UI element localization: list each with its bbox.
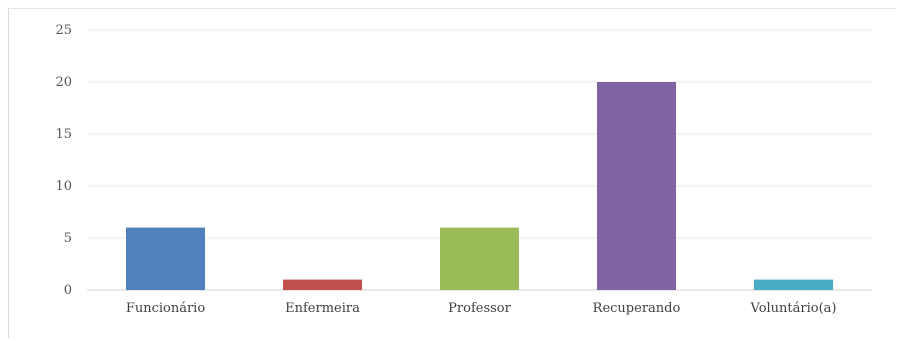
bar — [283, 279, 362, 290]
bar — [126, 227, 205, 290]
y-tick-label: 15 — [55, 127, 72, 142]
x-tick-label: Recuperando — [593, 301, 681, 316]
y-tick-label: 10 — [55, 179, 72, 194]
y-tick-label: 0 — [64, 283, 72, 298]
y-tick-label: 20 — [55, 75, 72, 90]
bar — [597, 82, 676, 290]
x-axis-labels: Funcionário Enfermeira Professor Recuperand… — [126, 301, 837, 316]
x-tick-label: Voluntário(a) — [750, 301, 837, 316]
y-tick-label: 25 — [55, 23, 72, 38]
x-tick-label: Funcionário — [126, 301, 206, 316]
bars — [126, 82, 833, 290]
bar — [754, 279, 833, 290]
x-tick-label: Enfermeira — [285, 301, 360, 316]
y-axis-ticks: 0 5 10 15 20 25 — [55, 23, 72, 298]
y-tick-label: 5 — [64, 231, 72, 246]
x-tick-label: Professor — [448, 301, 511, 316]
bar — [440, 227, 519, 290]
